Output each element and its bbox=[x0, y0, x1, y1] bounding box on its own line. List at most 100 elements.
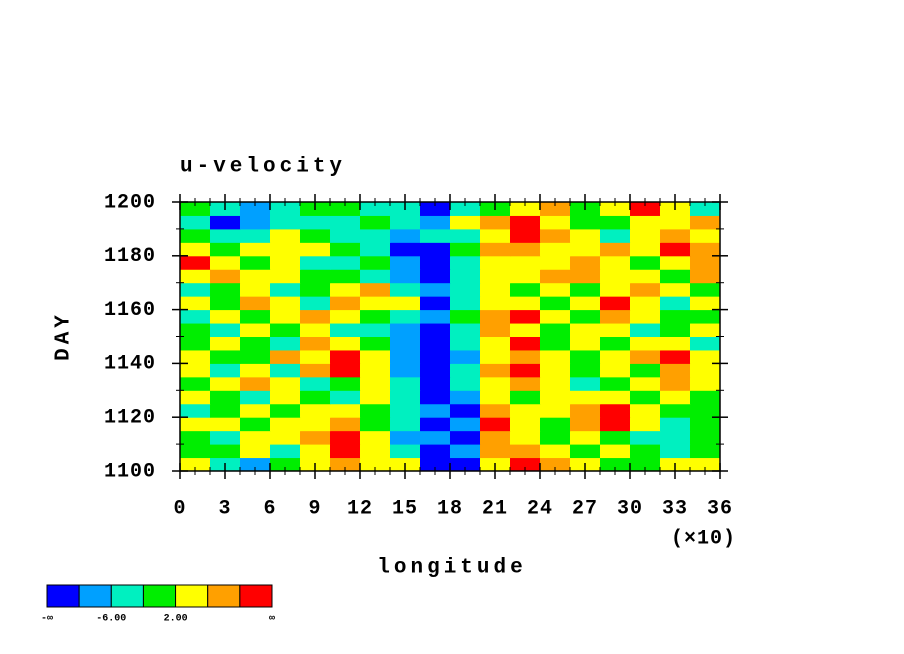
contour-cell bbox=[180, 269, 211, 284]
contour-cell bbox=[510, 228, 541, 243]
contour-cell bbox=[420, 228, 451, 243]
contour-cell bbox=[240, 255, 271, 270]
contour-cell bbox=[570, 282, 601, 297]
contour-cell bbox=[690, 202, 721, 216]
contour-cell bbox=[240, 376, 271, 391]
contour-cell bbox=[360, 296, 391, 311]
x-tick-label: 3 bbox=[218, 497, 231, 520]
contour-cell bbox=[660, 403, 691, 418]
contour-cell bbox=[420, 376, 451, 391]
contour-cell bbox=[180, 376, 211, 391]
x-tick-label: 24 bbox=[527, 497, 553, 520]
contour-cell bbox=[300, 269, 331, 284]
contour-cell bbox=[390, 215, 421, 230]
contour-cell bbox=[510, 282, 541, 297]
contour-cell bbox=[600, 255, 631, 270]
contour-cell bbox=[450, 296, 481, 311]
contour-cell bbox=[480, 376, 511, 391]
contour-cell bbox=[180, 323, 211, 337]
contour-cell bbox=[210, 282, 241, 297]
contour-cell bbox=[360, 403, 391, 418]
contour-cell bbox=[360, 228, 391, 243]
contour-cell bbox=[510, 430, 541, 445]
contour-cell bbox=[450, 202, 481, 216]
contour-cell bbox=[330, 309, 361, 324]
contour-cell bbox=[330, 215, 361, 230]
colorbar-box bbox=[207, 584, 241, 608]
contour-cell bbox=[630, 457, 661, 472]
contour-cell bbox=[600, 403, 631, 418]
contour-cell bbox=[630, 349, 661, 364]
contour-cell bbox=[630, 390, 661, 405]
contour-cell bbox=[270, 269, 301, 284]
contour-cell bbox=[450, 336, 481, 351]
contour-cell bbox=[660, 349, 691, 364]
contour-cell bbox=[690, 215, 721, 230]
contour-cell bbox=[390, 269, 421, 284]
contour-cell bbox=[480, 309, 511, 324]
contour-cell bbox=[180, 215, 211, 230]
contour-cell bbox=[330, 457, 361, 472]
contour-cell bbox=[360, 376, 391, 391]
contour-cell bbox=[330, 269, 361, 284]
contour-cell bbox=[450, 242, 481, 257]
contour-cell bbox=[330, 430, 361, 445]
contour-cell bbox=[390, 349, 421, 364]
contour-cell bbox=[510, 309, 541, 324]
contour-cell bbox=[240, 202, 271, 216]
contour-cell bbox=[390, 255, 421, 270]
contour-cell bbox=[480, 228, 511, 243]
contour-cell bbox=[330, 390, 361, 405]
contour-cell bbox=[240, 323, 271, 337]
contour-cell bbox=[180, 430, 211, 445]
contour-cell bbox=[660, 215, 691, 230]
contour-cell bbox=[480, 269, 511, 284]
contour-cell bbox=[480, 444, 511, 459]
contour-cell bbox=[390, 430, 421, 445]
contour-cell bbox=[330, 282, 361, 297]
contour-cell bbox=[600, 363, 631, 378]
contour-cell bbox=[510, 336, 541, 351]
colorbar-box bbox=[175, 584, 209, 608]
contour-cell bbox=[420, 457, 451, 472]
contour-cell bbox=[690, 336, 721, 351]
contour-cell bbox=[420, 336, 451, 351]
contour-cell bbox=[630, 444, 661, 459]
contour-cell bbox=[330, 323, 361, 337]
contour-cell bbox=[300, 309, 331, 324]
contour-cell bbox=[270, 390, 301, 405]
colorbar-box bbox=[46, 584, 80, 608]
contour-cell bbox=[480, 390, 511, 405]
contour-cell bbox=[630, 430, 661, 445]
contour-cell bbox=[360, 255, 391, 270]
contour-cell bbox=[420, 390, 451, 405]
contour-cell bbox=[660, 376, 691, 391]
contour-cell bbox=[300, 242, 331, 257]
contour-cell bbox=[540, 215, 571, 230]
contour-cell bbox=[180, 242, 211, 257]
contour-cell bbox=[540, 349, 571, 364]
contour-cell bbox=[420, 349, 451, 364]
contour-cell bbox=[420, 215, 451, 230]
contour-cell bbox=[510, 269, 541, 284]
contour-cell bbox=[570, 430, 601, 445]
y-tick-label: 1200 bbox=[104, 191, 156, 214]
contour-cell bbox=[630, 403, 661, 418]
contour-cell bbox=[240, 444, 271, 459]
contour-cell bbox=[210, 323, 241, 337]
contour-cell bbox=[180, 228, 211, 243]
contour-cell bbox=[660, 309, 691, 324]
contour-cell bbox=[360, 349, 391, 364]
contour-cell bbox=[360, 215, 391, 230]
contour-cell bbox=[540, 202, 571, 216]
colorbar-label: 2.00 bbox=[164, 614, 188, 625]
contour-cell bbox=[300, 296, 331, 311]
contour-cell bbox=[330, 296, 361, 311]
contour-cell bbox=[570, 376, 601, 391]
contour-cell bbox=[210, 349, 241, 364]
x-tick-label: 18 bbox=[437, 497, 463, 520]
contour-cell bbox=[570, 403, 601, 418]
contour-cell bbox=[630, 323, 661, 337]
contour-cell bbox=[600, 296, 631, 311]
contour-cell bbox=[330, 363, 361, 378]
